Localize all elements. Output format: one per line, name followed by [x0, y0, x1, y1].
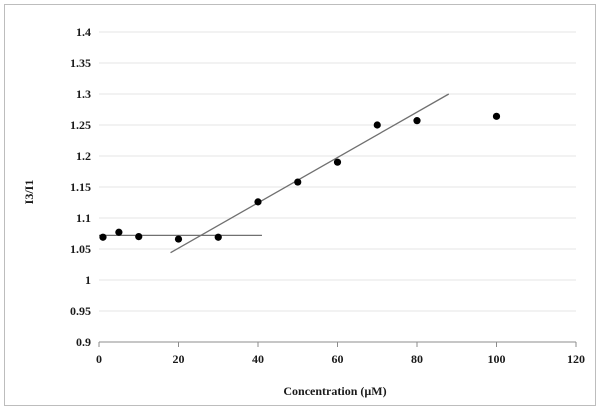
- rising-trend-line: [170, 93, 450, 254]
- y-axis-title: I3/I1: [22, 180, 36, 205]
- data-point: [373, 121, 381, 129]
- y-tick-label: 1.4: [76, 25, 91, 39]
- x-tick-label: 120: [567, 352, 585, 366]
- y-tick-label: 1.15: [70, 180, 91, 194]
- y-tick-label: 1.3: [76, 87, 91, 101]
- y-tick-label: 1.35: [70, 56, 91, 70]
- data-point: [214, 233, 222, 241]
- y-tick-label: 0.9: [76, 335, 91, 349]
- x-tick-label: 80: [411, 352, 423, 366]
- x-tick-label: 0: [96, 352, 102, 366]
- x-tick-label: 40: [252, 352, 264, 366]
- data-point: [413, 117, 421, 125]
- x-axis-title: Concentration (µM): [283, 384, 386, 398]
- chart-frame: 0.9 0.95 1 1.05 1.1 1.15 1.2 1.25 1.3 1.35 1.4 0 20…: [4, 4, 596, 406]
- scatter-chart: 0.9 0.95 1 1.05 1.1 1.15 1.2 1.25 1.3 1.35 1.4 0 20…: [22, 25, 585, 398]
- data-point: [492, 112, 501, 120]
- data-point: [99, 233, 107, 241]
- data-point: [294, 178, 302, 186]
- axes: [98, 341, 577, 347]
- y-tick-label: 0.95: [70, 304, 91, 318]
- x-tick-label: 60: [332, 352, 344, 366]
- x-tick-labels: 0 20 40 60 80 100 120: [96, 352, 585, 366]
- y-tick-label: 1.2: [76, 149, 91, 163]
- grid-lines: [99, 31, 576, 312]
- data-point: [135, 233, 143, 241]
- trend-lines: [99, 93, 450, 254]
- data-points: [99, 112, 501, 243]
- y-tick-label: 1: [85, 273, 91, 287]
- y-tick-label: 1.05: [70, 242, 91, 256]
- data-point: [333, 158, 342, 166]
- x-tick-label: 20: [173, 352, 185, 366]
- y-tick-label: 1.25: [70, 118, 91, 132]
- y-tick-label: 1.1: [76, 211, 91, 225]
- data-point: [254, 198, 262, 206]
- x-tick-label: 100: [488, 352, 506, 366]
- y-tick-labels: 0.9 0.95 1 1.05 1.1 1.15 1.2 1.25 1.3 1.35 1.4: [70, 25, 91, 349]
- data-point: [174, 235, 183, 243]
- data-point: [115, 228, 123, 236]
